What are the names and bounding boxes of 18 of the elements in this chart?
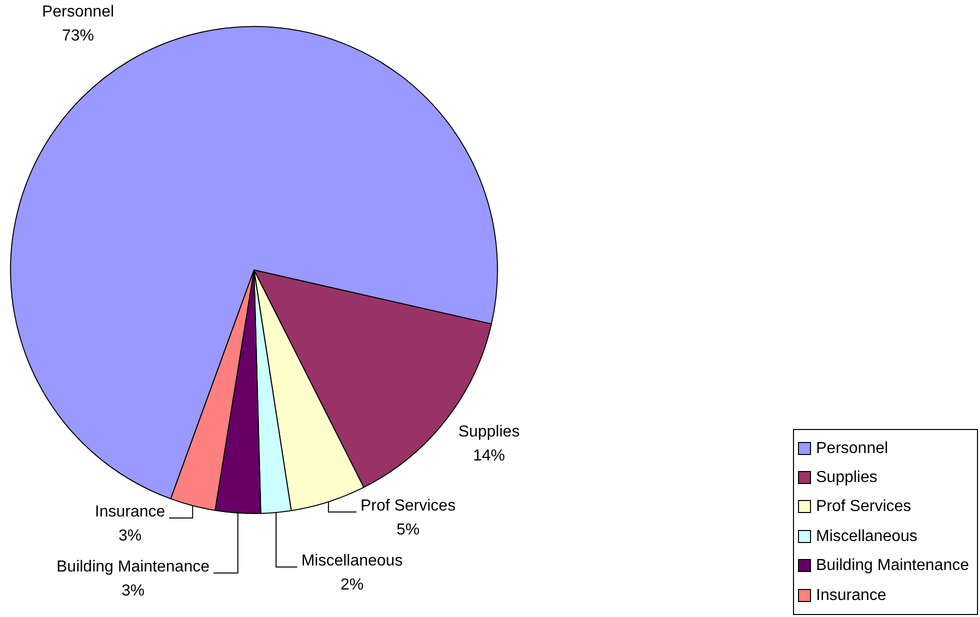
slice-label: Personnel [42,3,114,20]
slice-label: Insurance [94,503,166,520]
legend-label: Miscellaneous [816,526,918,547]
slice-label: Supplies [458,423,520,440]
slice-label: Miscellaneous [301,552,403,570]
legend-label: Supplies [816,468,878,488]
legend-label: Insurance [816,586,888,606]
data-label: 3% [118,527,142,544]
slice-label: Prof Services [360,497,456,514]
data-label: 73% [62,27,94,44]
data-label: 3% [121,582,145,600]
slice-label: Building Maintenance [56,558,210,576]
legend-label: Personnel [816,438,890,459]
legend-label: Building Maintenance [816,556,969,576]
data-label: 5% [396,521,420,538]
legend-label: Prof Services [816,497,912,518]
data-label: 2% [340,576,364,594]
data-label: 14% [472,447,506,464]
